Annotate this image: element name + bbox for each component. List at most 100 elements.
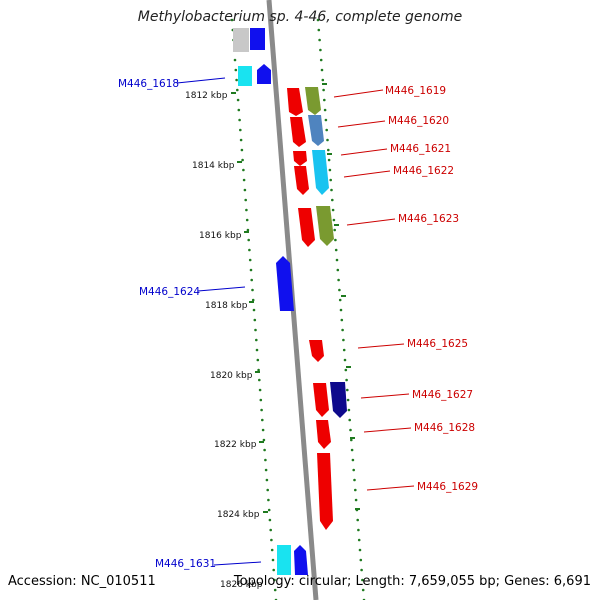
track-dot [261, 418, 264, 422]
gene-label-1627[interactable]: M446_1627 [412, 389, 473, 401]
track-dot [321, 78, 325, 82]
track-dot [336, 268, 340, 272]
track-dot [356, 518, 360, 522]
track-dot [333, 228, 337, 232]
gene-feature-1631[interactable] [294, 545, 308, 575]
track-dot [263, 448, 266, 452]
gene-feature-1621[interactable] [293, 151, 307, 166]
track-dot [327, 148, 330, 152]
track-dot [338, 298, 342, 302]
gene-label-1631[interactable]: M446_1631 [155, 558, 216, 570]
track-dot [273, 588, 277, 592]
track-dot [326, 138, 329, 142]
track-dot [248, 248, 251, 252]
track-dot [267, 508, 271, 512]
tick-label-1826: 1826 kbp [220, 580, 263, 590]
track-dot [249, 268, 253, 272]
gene-label-1628[interactable]: M446_1628 [414, 422, 475, 434]
gene-feature-1629[interactable] [317, 453, 333, 530]
gene-label-1620[interactable]: M446_1620 [388, 115, 449, 127]
gene-feature-1620a[interactable] [290, 117, 306, 147]
track-dot [349, 428, 352, 432]
gene-labels: M446_1618 M446_1619 M446_1620 M446_1621 … [118, 78, 478, 570]
track-dot [323, 98, 326, 102]
track-dot [324, 118, 328, 122]
gene-feature-1628[interactable] [316, 420, 331, 449]
track-dot [319, 58, 323, 62]
gene-feature-1619[interactable] [287, 88, 303, 116]
gene-label-1623[interactable]: M446_1623 [398, 213, 459, 225]
gene-feature-1627a[interactable] [313, 383, 329, 417]
gene-label-1619[interactable]: M446_1619 [385, 85, 446, 97]
track-dot [358, 548, 362, 552]
gene-feature-1618a[interactable] [238, 66, 252, 86]
track-dot [250, 278, 253, 282]
gene-feature-1623[interactable] [316, 206, 334, 246]
track-dot [269, 528, 273, 532]
track-dot [328, 168, 332, 172]
track-dot [236, 98, 240, 102]
track-dot [252, 308, 256, 312]
track-dot [353, 478, 356, 482]
track-dot [317, 28, 321, 32]
track-dot [331, 198, 334, 202]
track-dot [332, 218, 336, 222]
track-dot [251, 298, 255, 302]
gene-feature-1624[interactable] [276, 256, 294, 311]
track-dot [346, 398, 350, 402]
track-dot [350, 448, 354, 452]
track-dot [360, 568, 363, 572]
track-dot [262, 438, 266, 442]
gene-feature-1618[interactable] [257, 64, 271, 84]
track-dot [257, 368, 260, 372]
gene-label-1625[interactable]: M446_1625 [407, 338, 468, 350]
track-dot [338, 288, 341, 292]
track-dot [361, 588, 365, 592]
track-dot [266, 488, 270, 492]
gene-feature-1622a[interactable] [294, 166, 309, 195]
genome-summary-text: Topology: circular; Length: 7,659,055 bp… [233, 574, 591, 589]
track-dot [251, 288, 254, 292]
track-dot [270, 538, 273, 542]
tick-label-1822: 1822 kbp [214, 440, 257, 450]
track-dot [239, 138, 243, 142]
right-ticks [322, 83, 360, 510]
track-dot [247, 238, 250, 242]
track-dot [345, 378, 348, 382]
gene-label-1622[interactable]: M446_1622 [393, 165, 454, 177]
track-dot [346, 388, 349, 392]
track-dot [325, 128, 329, 132]
gene-feature-1627[interactable] [330, 382, 347, 418]
gene-feature-1620[interactable] [308, 115, 324, 146]
gene-feature-1625[interactable] [309, 340, 324, 362]
track-dot [273, 578, 276, 582]
track-dot [357, 528, 360, 532]
track-dot [343, 358, 347, 362]
accession-text: Accession: NC_010511 [8, 574, 156, 589]
track-dot [271, 558, 275, 562]
gene-label-1624[interactable]: M446_1624 [139, 286, 200, 298]
track-dot [238, 118, 241, 122]
tick-label-1820: 1820 kbp [210, 371, 253, 381]
track-dot [234, 68, 238, 72]
gene-feature-blue-top [250, 28, 265, 50]
gene-feature-1619b[interactable] [305, 87, 321, 115]
track-dot [261, 428, 265, 432]
track-dot [260, 408, 263, 412]
track-dot [340, 318, 344, 322]
track-dot [327, 158, 331, 162]
track-dot [347, 408, 351, 412]
track-dot [272, 568, 276, 572]
track-dot [322, 88, 325, 92]
track-dot [342, 348, 346, 352]
track-dot [342, 338, 345, 342]
track-dot [334, 248, 338, 252]
gene-label-1621[interactable]: M446_1621 [390, 143, 451, 155]
gene-feature-1623a[interactable] [298, 208, 315, 247]
track-dot [242, 178, 246, 182]
gene-feature-1622[interactable] [312, 150, 329, 195]
gene-label-1629[interactable]: M446_1629 [417, 481, 478, 493]
track-dot [361, 578, 364, 582]
gene-label-1618[interactable]: M446_1618 [118, 78, 179, 90]
gene-feature-1631a[interactable] [277, 545, 291, 575]
